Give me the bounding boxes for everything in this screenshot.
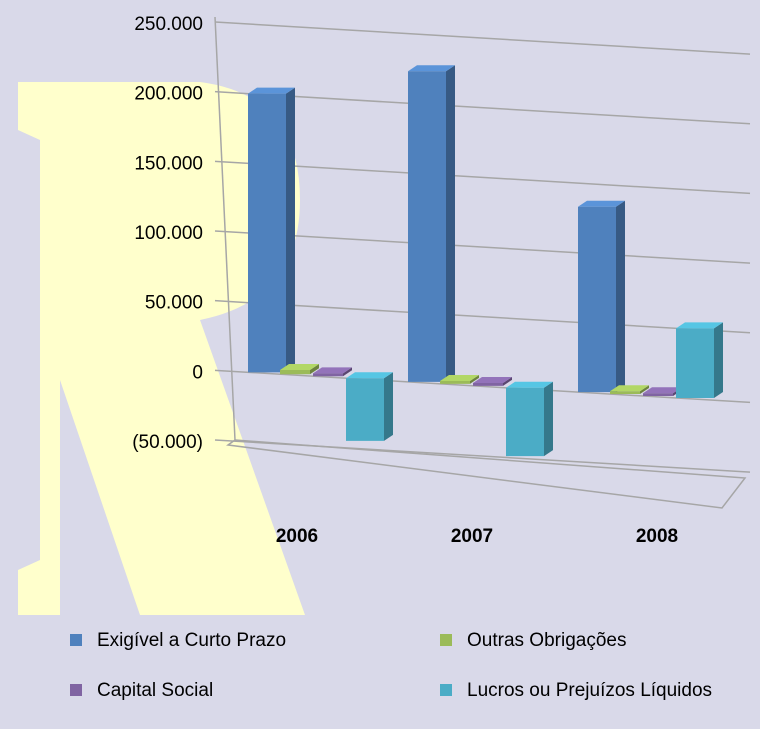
bar-face xyxy=(286,88,295,373)
chart: (50.000) 0 50.000 100.000 150.000 200.000 250.… xyxy=(0,0,760,729)
legend-label: Lucros ou Prejuízos Líquidos xyxy=(467,680,712,701)
legend-swatch xyxy=(440,684,452,696)
bar-face xyxy=(248,94,286,373)
y-tick-label: 50.000 xyxy=(145,293,203,314)
bar-face xyxy=(346,378,384,441)
bar-face xyxy=(408,71,446,382)
bar-face xyxy=(280,370,310,374)
y-tick-label: 0 xyxy=(192,362,203,383)
y-tick-label: 250.000 xyxy=(134,14,203,35)
bar-face xyxy=(578,207,616,392)
bar-face xyxy=(506,388,544,456)
bar xyxy=(578,201,625,392)
bar-face xyxy=(714,322,723,398)
bar-face xyxy=(610,391,640,394)
bar xyxy=(248,88,295,373)
x-tick-label: 2008 xyxy=(636,526,678,547)
legend-swatch xyxy=(70,684,82,696)
bar xyxy=(408,65,455,382)
x-tick-label: 2007 xyxy=(451,526,493,547)
bar-face xyxy=(440,381,470,384)
bar xyxy=(676,322,723,398)
bar-face xyxy=(446,65,455,382)
bar-face xyxy=(676,328,714,398)
bar-face xyxy=(313,373,343,376)
y-tick-label: 100.000 xyxy=(134,223,203,244)
bar-face xyxy=(643,393,673,396)
bar-face xyxy=(473,383,503,386)
legend-swatch xyxy=(440,634,452,646)
legend-label: Exigível a Curto Prazo xyxy=(97,630,286,651)
bar xyxy=(506,382,553,456)
y-tick-label: 150.000 xyxy=(134,153,203,174)
y-tick-label: (50.000) xyxy=(132,432,203,453)
bar xyxy=(346,372,393,441)
bar-face xyxy=(384,372,393,441)
bar-face xyxy=(544,382,553,456)
legend-label: Capital Social xyxy=(97,680,213,701)
y-tick-label: 200.000 xyxy=(134,84,203,105)
legend-label: Outras Obrigações xyxy=(467,630,626,651)
bar-face xyxy=(616,201,625,392)
x-tick-label: 2006 xyxy=(276,526,318,547)
legend-swatch xyxy=(70,634,82,646)
